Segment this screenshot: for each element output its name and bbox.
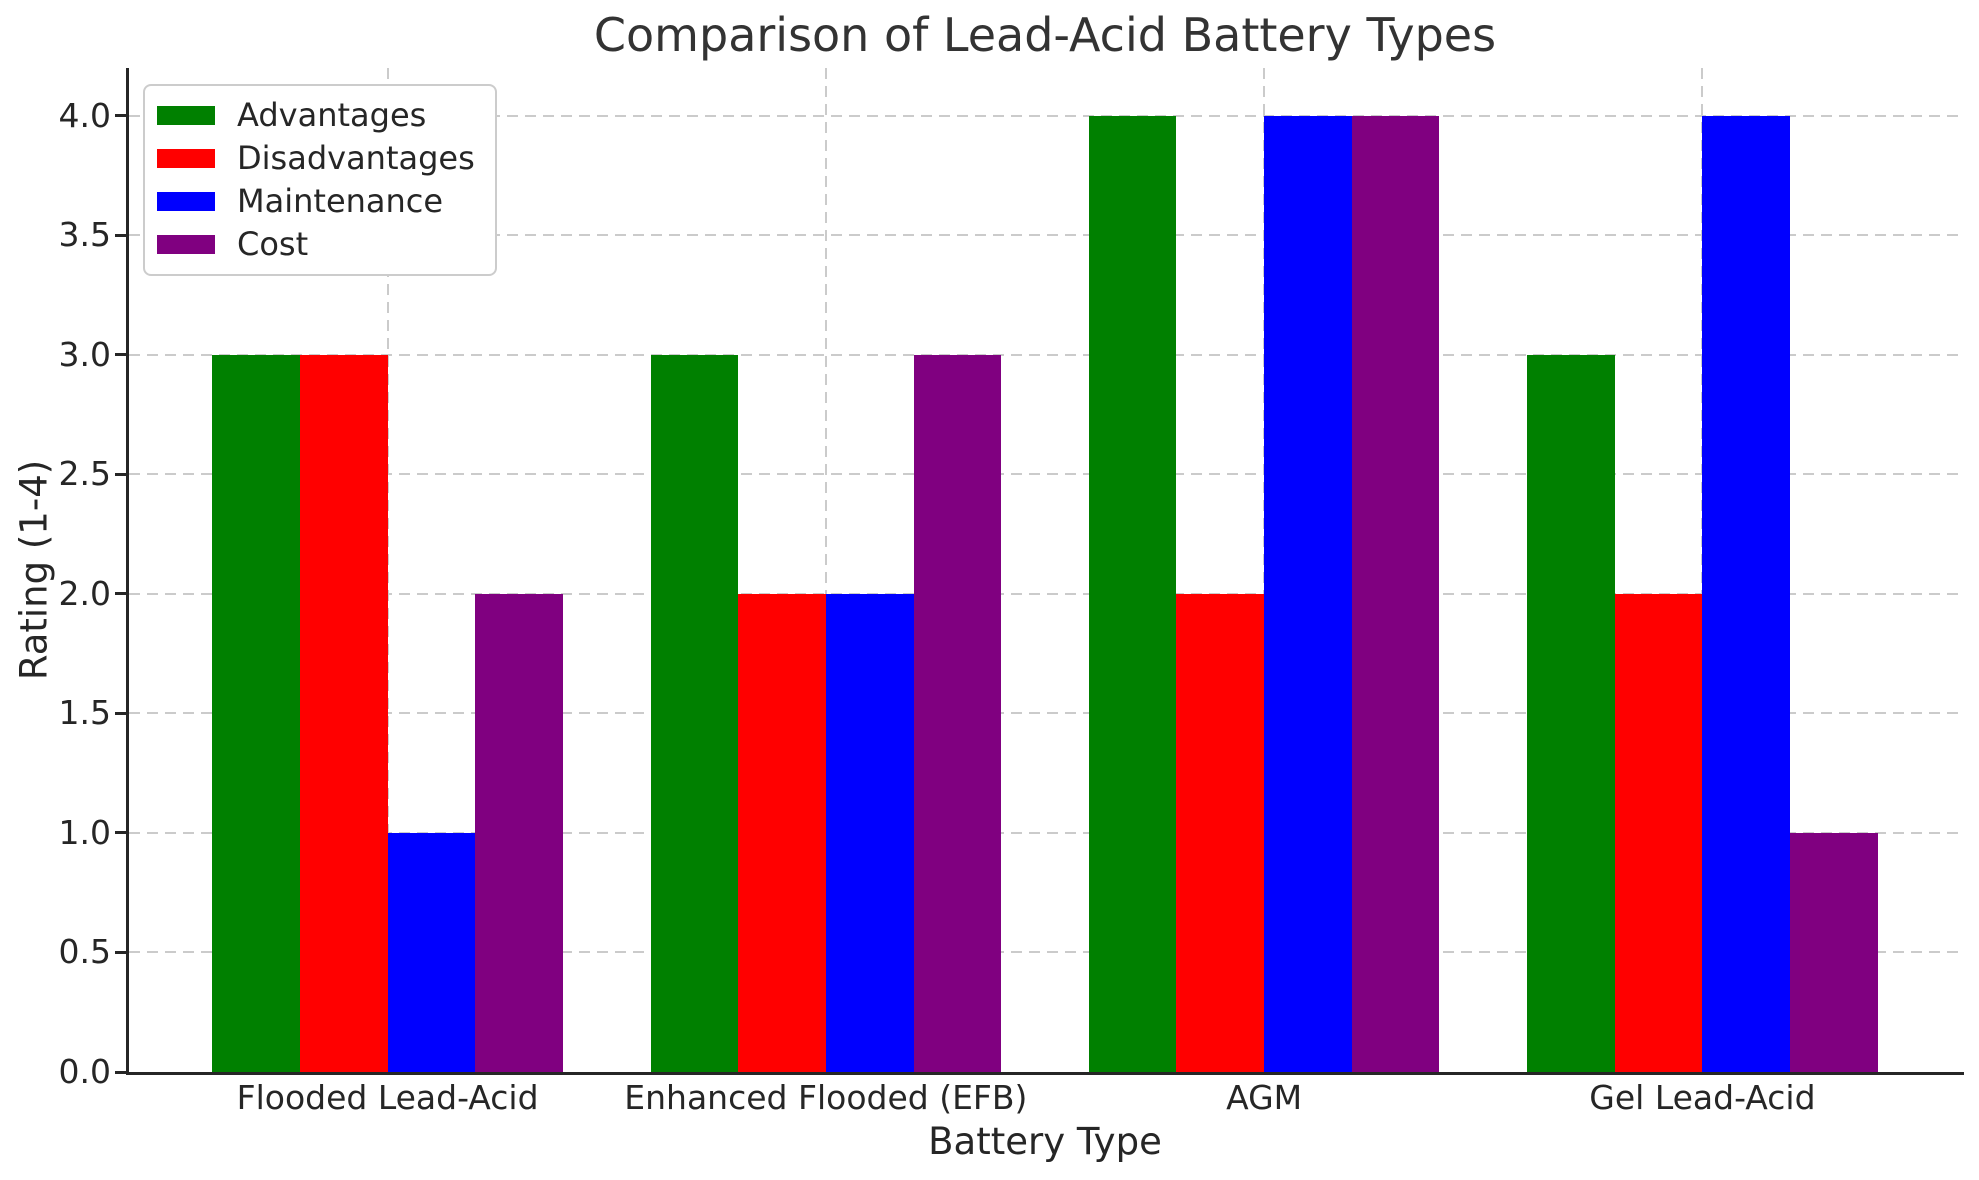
y-tick-mark bbox=[115, 950, 126, 954]
legend-swatch-advantages bbox=[157, 106, 215, 125]
x-tick-label-gel-lead-acid: Gel Lead-Acid bbox=[1589, 1078, 1816, 1117]
y-tick-mark bbox=[115, 831, 126, 835]
y-tick-mark bbox=[115, 1070, 126, 1074]
bar-disadvantages-gel-lead-acid bbox=[1614, 593, 1703, 1072]
bar-maintenance-agm bbox=[1264, 115, 1352, 1072]
y-tick-label: 1.0 bbox=[58, 812, 111, 852]
bar-cost-flooded-lead-acid bbox=[475, 593, 563, 1072]
bar-advantages-gel-lead-acid bbox=[1527, 354, 1615, 1072]
x-tick-label-enhanced-flooded-efb: Enhanced Flooded (EFB) bbox=[624, 1078, 1028, 1117]
legend-label-maintenance: Maintenance bbox=[237, 182, 444, 220]
y-tick-mark bbox=[115, 592, 126, 596]
bar-disadvantages-agm bbox=[1176, 593, 1265, 1072]
x-tick-label-flooded-lead-acid: Flooded Lead-Acid bbox=[236, 1078, 539, 1117]
y-gridline-1.0 bbox=[129, 831, 1961, 834]
x-axis-label: Battery Type bbox=[928, 1120, 1162, 1163]
x-tick-label-agm: AGM bbox=[1226, 1078, 1303, 1117]
x-gridline-enhanced-flooded-efb bbox=[824, 68, 827, 1072]
legend-item-advantages: Advantages bbox=[157, 99, 475, 132]
y-tick-label: 1.5 bbox=[58, 693, 111, 733]
bar-advantages-enhanced-flooded-efb bbox=[650, 354, 739, 1072]
bar-disadvantages-flooded-lead-acid bbox=[299, 354, 388, 1072]
bar-disadvantages-enhanced-flooded-efb bbox=[738, 593, 826, 1072]
y-gridline-2.0 bbox=[129, 592, 1961, 595]
y-gridline-3.0 bbox=[129, 353, 1961, 356]
y-tick-mark bbox=[115, 472, 126, 476]
legend-item-maintenance: Maintenance bbox=[157, 185, 475, 218]
chart-title: Comparison of Lead-Acid Battery Types bbox=[593, 8, 1497, 62]
bar-maintenance-flooded-lead-acid bbox=[387, 832, 476, 1072]
legend-label-cost: Cost bbox=[237, 225, 309, 263]
y-tick-mark bbox=[115, 114, 126, 118]
y-tick-mark bbox=[115, 353, 126, 357]
y-tick-label: 2.5 bbox=[58, 454, 111, 494]
y-tick-label: 0.5 bbox=[58, 932, 111, 972]
y-tick-label: 4.0 bbox=[58, 95, 111, 135]
bar-maintenance-enhanced-flooded-efb bbox=[825, 593, 914, 1072]
legend-swatch-maintenance bbox=[157, 192, 215, 211]
bar-cost-gel-lead-acid bbox=[1790, 832, 1878, 1072]
y-gridline-3.5 bbox=[129, 234, 1961, 237]
bar-advantages-flooded-lead-acid bbox=[212, 354, 300, 1072]
y-axis-label: Rating (1-4) bbox=[12, 459, 56, 681]
x-axis-spine bbox=[126, 1072, 1964, 1075]
y-gridline-4.0 bbox=[129, 114, 1961, 117]
y-gridline-1.5 bbox=[129, 712, 1961, 715]
legend-swatch-disadvantages bbox=[157, 149, 215, 168]
legend: Advantages Disadvantages Maintenance Cost bbox=[143, 84, 497, 276]
bar-maintenance-gel-lead-acid bbox=[1702, 115, 1791, 1072]
legend-label-advantages: Advantages bbox=[237, 96, 427, 134]
y-gridline-0.5 bbox=[129, 951, 1961, 954]
y-tick-label: 3.0 bbox=[58, 334, 111, 374]
x-gridline-flooded-lead-acid bbox=[386, 68, 389, 1072]
legend-swatch-cost bbox=[157, 235, 215, 254]
y-tick-mark bbox=[115, 711, 126, 715]
y-gridline-2.5 bbox=[129, 473, 1961, 476]
legend-label-disadvantages: Disadvantages bbox=[237, 139, 475, 177]
legend-item-disadvantages: Disadvantages bbox=[157, 142, 475, 175]
legend-item-cost: Cost bbox=[157, 228, 475, 261]
plot-area bbox=[129, 68, 1961, 1072]
y-axis-spine bbox=[126, 68, 129, 1075]
bar-cost-enhanced-flooded-efb bbox=[913, 354, 1002, 1072]
y-tick-label: 2.0 bbox=[58, 573, 111, 613]
bar-advantages-agm bbox=[1088, 115, 1177, 1072]
y-tick-mark bbox=[115, 233, 126, 237]
y-tick-label: 0.0 bbox=[58, 1052, 111, 1091]
bar-cost-agm bbox=[1351, 115, 1440, 1072]
y-tick-label: 3.5 bbox=[58, 215, 111, 255]
